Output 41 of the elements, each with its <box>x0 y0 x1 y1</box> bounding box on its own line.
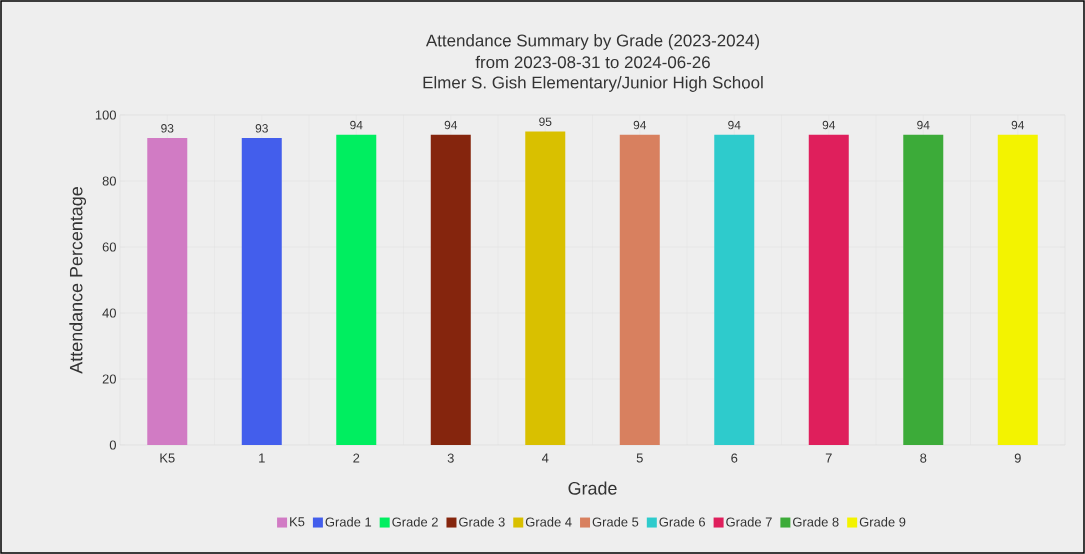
text: Elmer S. Gish Elementary/Junior High School <box>423 76 763 92</box>
x-tick-label: 9 <box>1014 453 1021 463</box>
data-label: 94 <box>822 120 836 130</box>
legend-label: Grade 6 <box>659 517 706 527</box>
legend-label: Grade 1 <box>325 517 372 527</box>
legend-label: Grade 2 <box>392 517 438 527</box>
y-axis-title: Attendance Percentage <box>69 187 87 374</box>
x-tick-label: 5 <box>636 453 643 463</box>
data-label: 94 <box>728 120 741 130</box>
data-label: 93 <box>161 124 174 133</box>
x-axis-title: Grade <box>568 481 617 495</box>
legend-label: Grade 4 <box>525 517 572 527</box>
chart-subtitle: from 2023-08-31 to 2024-06-26 <box>475 55 710 69</box>
data-label: 94 <box>1011 120 1025 130</box>
x-tick-label: 2 <box>353 453 360 463</box>
data-label: 95 <box>539 117 552 126</box>
y-tick-label: 40 <box>102 308 116 318</box>
y-tick-label: 20 <box>102 374 116 384</box>
legend-label: Grade 8 <box>793 517 839 527</box>
x-tick-label: 7 <box>825 453 832 463</box>
legend-label: Grade 5 <box>592 517 639 527</box>
x-tick-label: 4 <box>541 453 549 463</box>
data-label: 94 <box>350 120 363 130</box>
legend-label: K5 <box>290 517 305 527</box>
y-tick-label: 60 <box>102 242 116 252</box>
x-tick-label: 3 <box>447 453 454 463</box>
data-label: 93 <box>255 124 268 133</box>
y-tick-label: 0 <box>109 440 116 450</box>
y-tick-label: 80 <box>102 176 116 186</box>
data-label: 94 <box>917 120 930 130</box>
x-tick-label: 8 <box>920 453 927 463</box>
x-tick-label: 6 <box>731 453 738 463</box>
legend-label: Grade 7 <box>726 517 772 527</box>
data-label: 94 <box>633 120 647 130</box>
legend-label: Grade 3 <box>459 517 505 527</box>
x-tick-label: 1 <box>259 453 265 463</box>
y-tick-label: 100 <box>95 110 116 120</box>
data-label: 94 <box>444 120 458 130</box>
legend-label: Grade 9 <box>859 517 906 527</box>
chart-title: Attendance Summary by Grade (2023-2024) <box>425 34 760 50</box>
x-tick-label: K5 <box>160 453 175 463</box>
